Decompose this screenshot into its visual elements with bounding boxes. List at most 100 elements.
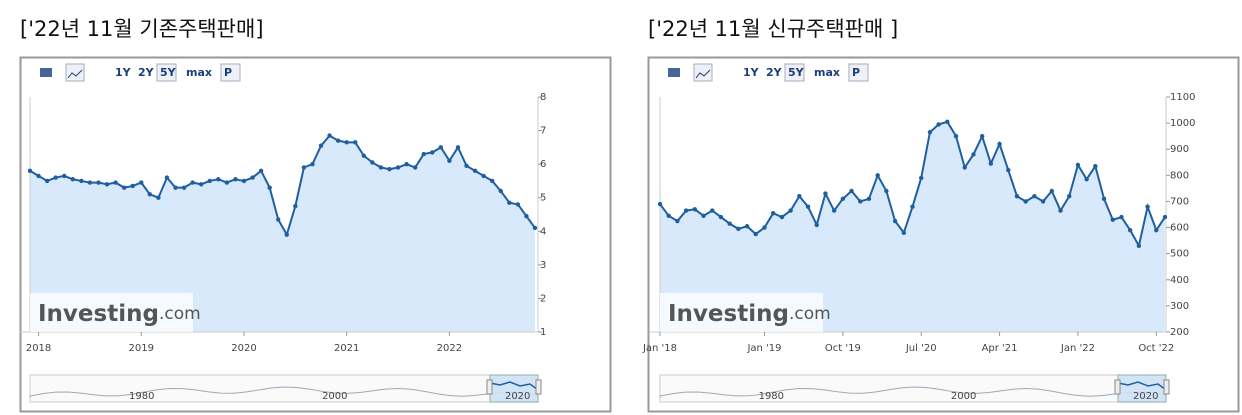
- navigator-sparkline: [29, 386, 539, 398]
- marker: [121, 185, 127, 190]
- marker: [70, 177, 75, 182]
- marker: [1093, 163, 1098, 169]
- watermark-box: [660, 293, 823, 332]
- toolbar-button[interactable]: max: [186, 66, 212, 79]
- toolbar-button-box: [848, 63, 869, 82]
- marker: [875, 173, 880, 178]
- marker: [1154, 227, 1159, 233]
- marker: [353, 140, 358, 145]
- toolbar-button[interactable]: 2Y: [138, 66, 155, 79]
- marker: [1058, 208, 1063, 213]
- y-tick-label: 1000: [1170, 118, 1195, 129]
- navigator-handle[interactable]: [1114, 379, 1121, 395]
- marker: [207, 178, 212, 184]
- marker: [927, 130, 933, 135]
- toolbar-icon-bar[interactable]: [40, 68, 52, 77]
- y-tick-label: 7: [540, 126, 546, 137]
- y-tick-label: 900: [1170, 144, 1189, 155]
- marker: [104, 182, 110, 187]
- toolbar-button[interactable]: 5Y: [160, 66, 177, 79]
- marker: [421, 151, 426, 157]
- navigator: [29, 374, 539, 403]
- marker: [27, 168, 33, 174]
- marker: [532, 225, 538, 231]
- marker: [762, 225, 767, 230]
- x-tick-label: Apr '21: [982, 343, 1018, 354]
- y-tick-label: 4: [540, 226, 546, 237]
- y-tick-label: 800: [1170, 170, 1189, 181]
- marker: [1119, 214, 1124, 220]
- marker: [301, 165, 307, 170]
- marker: [1145, 204, 1150, 209]
- marker: [945, 119, 950, 125]
- chart-title: ['22년 11월 신규주택판매 ]: [648, 17, 898, 41]
- marker: [293, 203, 298, 209]
- marker: [164, 175, 170, 180]
- marker: [1075, 162, 1081, 168]
- marker: [849, 188, 854, 194]
- navigator-label: 2020: [505, 391, 530, 402]
- marker: [858, 199, 863, 204]
- area: [660, 121, 1165, 332]
- toolbar-button[interactable]: 5Y: [788, 66, 805, 79]
- marker: [79, 178, 84, 184]
- marker: [258, 168, 264, 174]
- marker: [361, 153, 367, 158]
- y-tick-label: 400: [1170, 275, 1189, 286]
- area: [30, 135, 535, 332]
- marker: [797, 194, 802, 199]
- toolbar-icon-bar[interactable]: [668, 68, 680, 77]
- navigator-handle[interactable]: [1163, 379, 1170, 395]
- x-tick-label: 2021: [334, 343, 359, 354]
- marker: [395, 165, 401, 170]
- toolbar-button[interactable]: max: [814, 66, 840, 79]
- marker: [250, 175, 255, 180]
- toolbar-button[interactable]: 1Y: [115, 66, 132, 79]
- marker: [1162, 214, 1168, 220]
- marker: [344, 140, 349, 145]
- navigator-selection-line: [1117, 381, 1167, 391]
- navigator-selection[interactable]: [489, 374, 539, 403]
- x-tick-label: Jan '19: [746, 343, 781, 354]
- marker: [657, 201, 663, 207]
- marker: [971, 152, 976, 157]
- watermark: Investing.com: [38, 301, 201, 327]
- marker: [692, 207, 698, 212]
- marker: [404, 161, 409, 167]
- marker: [1067, 194, 1072, 199]
- navigator-handle[interactable]: [535, 379, 542, 395]
- marker: [36, 173, 41, 179]
- toolbar-icon-line[interactable]: [65, 63, 85, 82]
- x-tick-label: Jul '20: [905, 343, 937, 354]
- marker: [1136, 243, 1142, 249]
- navigator-selection-line: [489, 381, 539, 391]
- marker: [997, 141, 1002, 147]
- marker: [327, 133, 332, 138]
- marker: [675, 218, 680, 224]
- navigator-handle[interactable]: [486, 379, 493, 395]
- toolbar-icon-line[interactable]: [693, 63, 713, 82]
- navigator-selection[interactable]: [1117, 374, 1167, 403]
- toolbar-button[interactable]: 2Y: [766, 66, 783, 79]
- marker: [173, 185, 178, 190]
- marker: [831, 208, 837, 213]
- toolbar-button[interactable]: 1Y: [743, 66, 760, 79]
- marker: [718, 214, 724, 220]
- marker: [447, 158, 452, 163]
- y-tick-label: 1100: [1170, 92, 1195, 103]
- marker: [736, 226, 741, 232]
- x-tick-label: 2020: [231, 343, 256, 354]
- marker: [866, 196, 872, 202]
- marker: [378, 165, 384, 170]
- x-tick-label: Jan '22: [1060, 343, 1095, 354]
- y-tick-label: 5: [540, 193, 546, 204]
- marker: [988, 161, 994, 166]
- marker: [198, 182, 204, 187]
- toolbar-button[interactable]: P: [224, 66, 232, 79]
- x-tick-label: Jan '18: [642, 343, 677, 354]
- marker: [481, 173, 486, 179]
- marker: [430, 150, 435, 155]
- toolbar-button[interactable]: P: [852, 66, 860, 79]
